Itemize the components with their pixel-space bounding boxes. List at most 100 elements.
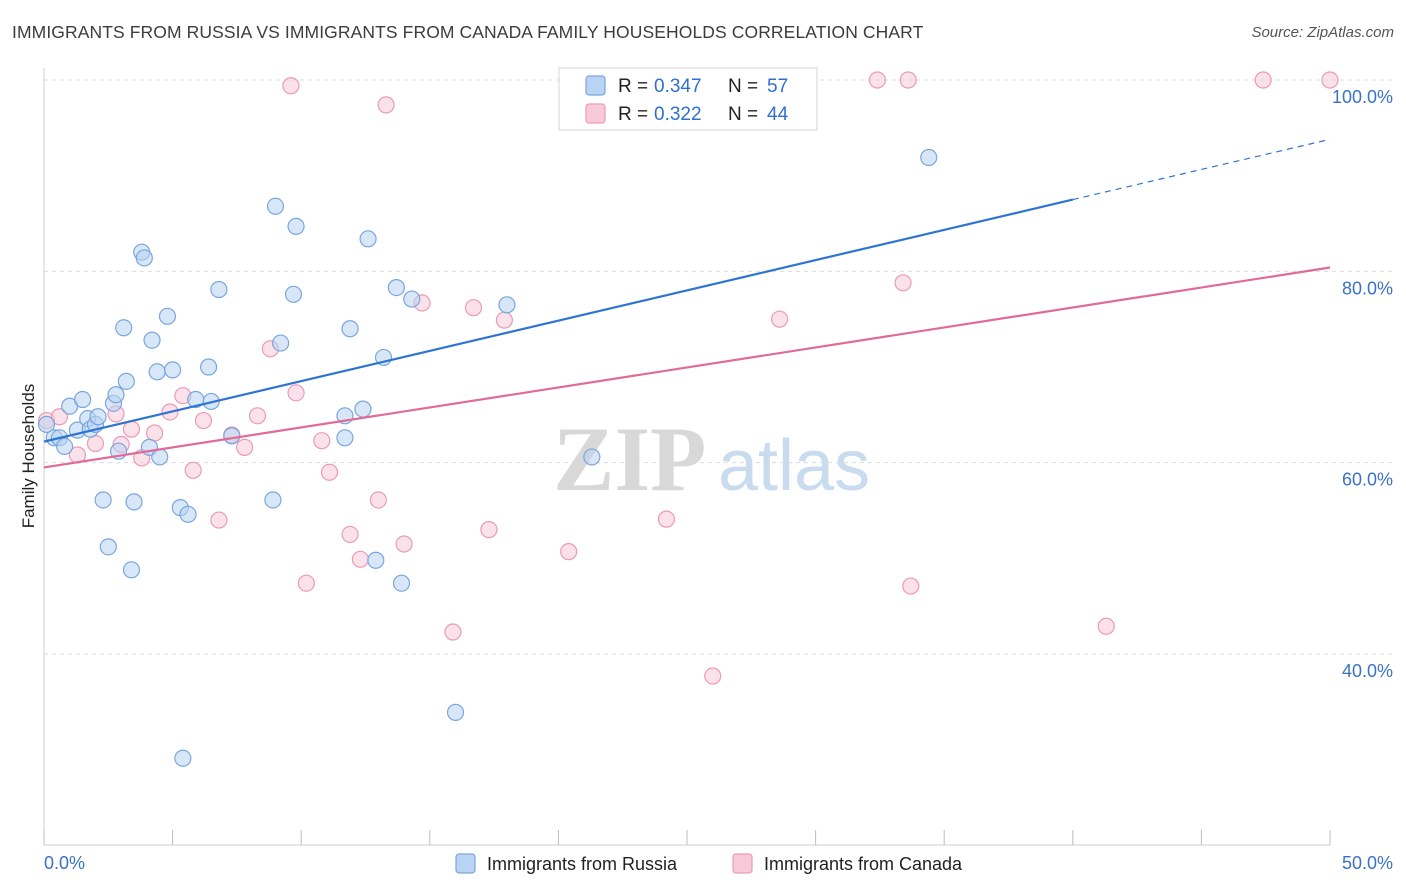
canada-point <box>868 71 886 89</box>
russia-point <box>135 249 153 267</box>
russia-point <box>158 307 177 325</box>
canada-point <box>184 461 202 479</box>
canada-point <box>444 623 462 641</box>
canada-point <box>704 667 722 685</box>
canada-point <box>464 299 483 317</box>
russia-point <box>359 230 377 248</box>
russia-point <box>583 448 601 466</box>
legend-r-label-canada: R = <box>618 104 648 125</box>
bottom-legend-label-canada[interactable]: Immigrants from Canada <box>764 854 963 874</box>
canada-point <box>894 274 912 292</box>
russia-point <box>143 331 161 349</box>
canada-point <box>341 525 359 544</box>
y-tick-label-80: 80.0% <box>1342 278 1393 298</box>
y-tick-label-100: 100.0% <box>1332 87 1393 107</box>
russia-point <box>264 491 282 509</box>
canada-point <box>377 96 395 114</box>
russia-point <box>117 372 135 390</box>
x-tick-label-min: 0.0% <box>44 853 85 873</box>
legend-r-value-russia: 0.347 <box>654 76 702 97</box>
legend-swatch-russia <box>585 75 606 96</box>
gridlines <box>44 79 1395 655</box>
russia-point <box>284 285 303 303</box>
russia-point <box>115 319 133 337</box>
russia-point <box>392 574 411 592</box>
canada-point <box>657 510 676 528</box>
canada-point <box>236 438 254 456</box>
stats-legend: R = 0.347 N = 57 R = 0.322 N = 44 <box>558 67 818 131</box>
x-axis-ticks <box>43 830 1331 845</box>
canada-point <box>560 543 578 561</box>
russia-point <box>387 278 405 297</box>
watermark-zip: ZIP <box>553 408 706 510</box>
bottom-legend-swatch-canada[interactable] <box>732 853 753 874</box>
russia-point <box>125 493 143 511</box>
legend-n-label-canada: N = <box>728 104 758 125</box>
legend-r-value-canada: 0.322 <box>654 104 702 125</box>
y-axis-label: Family Households <box>19 384 38 529</box>
russia-point <box>341 320 359 338</box>
russia-point <box>210 280 228 299</box>
canada-point <box>480 521 498 539</box>
canada-point <box>194 411 213 430</box>
canada-point <box>210 511 228 529</box>
canada-point <box>1321 71 1339 89</box>
canada-point <box>1254 71 1272 89</box>
chart-title: IMMIGRANTS FROM RUSSIA VS IMMIGRANTS FRO… <box>12 22 924 42</box>
source-label: Source: ZipAtlas.com <box>1251 24 1394 41</box>
russia-point <box>73 390 92 409</box>
trend-lines <box>43 138 1331 469</box>
legend-n-value-russia: 57 <box>767 76 788 97</box>
canada-point <box>1097 617 1115 635</box>
legend-n-label-russia: N = <box>728 76 758 97</box>
canada-point <box>86 434 105 453</box>
russia-point <box>122 561 141 579</box>
russia-point <box>174 749 192 767</box>
y-tick-label-60: 60.0% <box>1342 470 1393 490</box>
canada-point <box>495 311 513 329</box>
canada-point <box>122 420 141 438</box>
canada-point <box>297 574 315 592</box>
canada-point <box>770 310 789 328</box>
canada-point <box>50 408 69 426</box>
canada-point <box>351 550 369 568</box>
russia-trend-line <box>43 198 1074 443</box>
russia-point <box>55 437 74 456</box>
canada-point <box>395 535 413 553</box>
legend-n-value-canada: 44 <box>767 104 789 125</box>
russia-point <box>99 538 117 556</box>
russia-point <box>223 427 241 445</box>
russia-point <box>287 217 305 235</box>
russia-point <box>920 148 938 167</box>
watermark-atlas: atlas <box>718 426 870 506</box>
y-tick-label-40: 40.0% <box>1342 661 1393 681</box>
canada-point <box>287 384 305 402</box>
russia-point <box>200 358 218 376</box>
canada-point <box>320 463 339 481</box>
russia-point <box>272 334 290 352</box>
x-tick-label-max: 50.0% <box>1342 853 1393 873</box>
bottom-legend-swatch-russia[interactable] <box>455 853 476 874</box>
canada-point <box>282 77 300 95</box>
russia-point <box>179 505 197 523</box>
y-tick-labels: 40.0% 60.0% 80.0% 100.0% <box>1332 87 1393 681</box>
russia-point <box>367 551 385 569</box>
bottom-legend-label-russia[interactable]: Immigrants from Russia <box>487 854 678 874</box>
canada-point <box>313 432 331 450</box>
russia-point <box>354 400 372 418</box>
canada-point <box>899 71 917 89</box>
russia-point <box>89 408 107 426</box>
russia-point <box>107 386 125 404</box>
legend-r-label-russia: R = <box>618 76 648 97</box>
russia-point <box>266 197 285 215</box>
russia-point <box>336 429 354 447</box>
canada-points <box>37 71 1339 685</box>
russia-point <box>164 361 182 379</box>
canada-point <box>248 407 267 425</box>
canada-point <box>145 424 164 442</box>
canada-point <box>902 577 920 595</box>
russia-point <box>148 363 166 381</box>
series-legend: Immigrants from Russia Immigrants from C… <box>455 853 963 874</box>
russia-point <box>498 296 516 314</box>
